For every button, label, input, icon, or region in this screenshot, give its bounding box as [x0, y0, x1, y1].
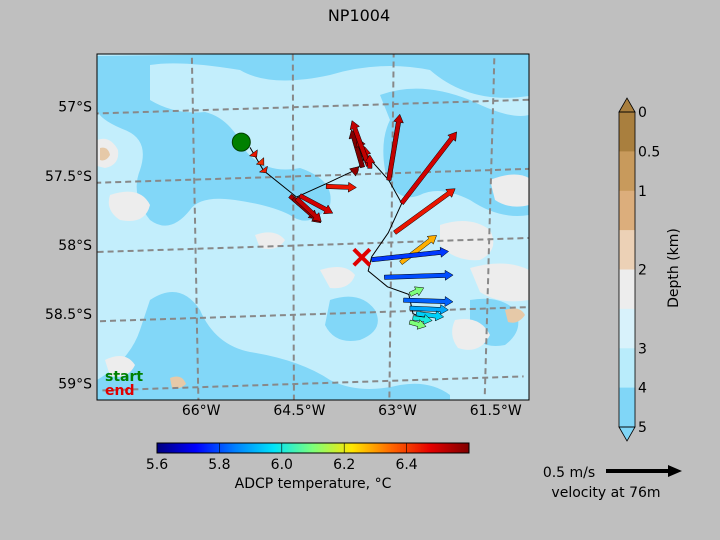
- velocity-arrow: [298, 193, 334, 215]
- velocity-arrow: [371, 246, 450, 263]
- velocity-arrow: [408, 286, 425, 297]
- velocity-arrow: [248, 149, 258, 158]
- temperature-tick-label: 5.6: [146, 457, 168, 473]
- velocity-arrow: [415, 310, 445, 322]
- bathymetry-shallow-patch: [320, 266, 355, 289]
- velocity-arrow: [255, 157, 265, 166]
- depth-colorbar-frame: [618, 111, 636, 428]
- depth-tick-label: 0.5: [638, 144, 660, 160]
- depth-colorbar-extend-top: [618, 97, 636, 113]
- bathymetry-shallow-patch: [108, 191, 150, 221]
- bathymetry-shallow-patch: [255, 232, 285, 249]
- bathymetry-shallow-patch: [490, 174, 529, 207]
- temperature-tick-labels: 5.6 5.8 6.0 6.2 6.4: [146, 443, 418, 473]
- depth-color-band: [619, 151, 635, 192]
- chart-title: NP1004: [328, 6, 390, 25]
- bathymetry-shallow-patch: [100, 147, 110, 161]
- depth-tick-label: 5: [638, 420, 647, 436]
- depth-colorbar: 0 0.5 1 2 3 4 5 Depth (km): [618, 97, 682, 442]
- x-tick-label: 61.5°W: [470, 403, 522, 419]
- temperature-tick-label: 5.8: [208, 457, 230, 473]
- bathymetry-deep-patch: [97, 54, 529, 226]
- depth-color-band: [619, 387, 635, 428]
- depth-tick-labels: 0 0.5 1 2 3 4 5: [638, 105, 660, 436]
- velocity-arrow: [393, 188, 456, 235]
- depth-tick-label: 0: [638, 105, 647, 121]
- y-tick-label: 57°S: [58, 100, 92, 116]
- start-marker: [231, 132, 251, 152]
- velocity-arrow: [403, 296, 454, 307]
- x-tick-label: 64.5°W: [273, 403, 325, 419]
- y-tick-label: 59°S: [58, 376, 92, 392]
- velocity-arrow: [364, 154, 376, 169]
- depth-color-band: [619, 112, 635, 152]
- y-tick-label: 58.5°S: [45, 307, 92, 323]
- parallel-line: [97, 167, 529, 184]
- velocity-arrow: [409, 304, 449, 315]
- x-tick-label: 63°W: [378, 403, 417, 419]
- depth-color-band: [619, 348, 635, 389]
- ship-track: [249, 147, 424, 328]
- velocity-arrow: [386, 113, 404, 181]
- velocity-arrow: [294, 196, 322, 222]
- parallel-line: [99, 306, 527, 323]
- track-markers: [231, 132, 372, 267]
- velocity-arrow: [384, 269, 454, 281]
- temperature-colorbar: 5.6 5.8 6.0 6.2 6.4 ADCP temperature, °C: [146, 442, 470, 492]
- bathymetry-shallow-patch: [452, 319, 490, 350]
- depth-tick-label: 3: [638, 341, 647, 357]
- scale-arrow-caption: velocity at 76m: [551, 485, 660, 501]
- legend-end: end: [105, 383, 134, 399]
- map-panel: 66°W 64.5°W 63°W 61.5°W 57°S 57.5°S 58°S 58.5°…: [45, 53, 530, 419]
- temperature-colorbar-gradient: [156, 442, 470, 454]
- depth-colorbar-extend-bottom: [618, 426, 636, 442]
- depth-color-band: [619, 308, 635, 349]
- depth-colorbar-label: Depth (km): [666, 228, 682, 308]
- bathymetry-shallow-patch: [105, 356, 135, 377]
- bathymetry-shallow-patch: [440, 221, 494, 261]
- temperature-tick-label: 6.2: [333, 457, 355, 473]
- velocity-arrow: [325, 181, 357, 193]
- end-marker: [352, 247, 372, 267]
- velocity-arrow: [258, 165, 268, 174]
- parallel-line: [97, 237, 529, 253]
- map-frame: [96, 53, 530, 401]
- velocity-arrow: [349, 166, 360, 177]
- velocity-scale: 0.5 m/s velocity at 76m: [543, 465, 682, 501]
- temperature-tick-label: 6.4: [395, 457, 417, 473]
- bathymetry-shallow-patch: [170, 376, 186, 389]
- velocity-arrow: [412, 314, 433, 325]
- y-tick-label: 57.5°S: [45, 169, 92, 185]
- velocity-arrow: [408, 319, 427, 330]
- legend-start: start: [105, 369, 143, 385]
- bathymetry-shallow-patch: [470, 263, 529, 302]
- temperature-tick-label: 6.0: [271, 457, 293, 473]
- depth-color-band: [619, 269, 635, 310]
- depth-color-band: [619, 190, 635, 231]
- bathymetry-deep-patch: [325, 296, 378, 341]
- scale-arrow: [606, 465, 682, 477]
- meridian-line: [483, 54, 496, 395]
- meridian-line: [190, 57, 200, 400]
- depth-colorbar-bands: [618, 97, 636, 442]
- x-tick-labels: 66°W 64.5°W 63°W 61.5°W: [182, 403, 522, 419]
- velocity-vectors: [248, 113, 457, 330]
- depth-tick-label: 2: [638, 263, 647, 279]
- y-tick-label: 58°S: [58, 238, 92, 254]
- x-tick-label: 66°W: [182, 403, 221, 419]
- bathymetry-shallow-patch: [505, 308, 525, 323]
- depth-tick-label: 4: [638, 381, 647, 397]
- depth-tick-label: 1: [638, 184, 647, 200]
- parallel-line: [97, 98, 529, 115]
- velocity-arrow: [399, 131, 457, 206]
- track-line: [249, 147, 424, 328]
- parallel-line: [102, 375, 524, 392]
- depth-color-band: [619, 230, 635, 270]
- meridian-line: [291, 54, 295, 400]
- y-tick-labels: 57°S 57.5°S 58°S 58.5°S 59°S: [45, 100, 92, 393]
- scale-arrow-label: 0.5 m/s: [543, 465, 595, 481]
- temperature-colorbar-label: ADCP temperature, °C: [235, 476, 392, 492]
